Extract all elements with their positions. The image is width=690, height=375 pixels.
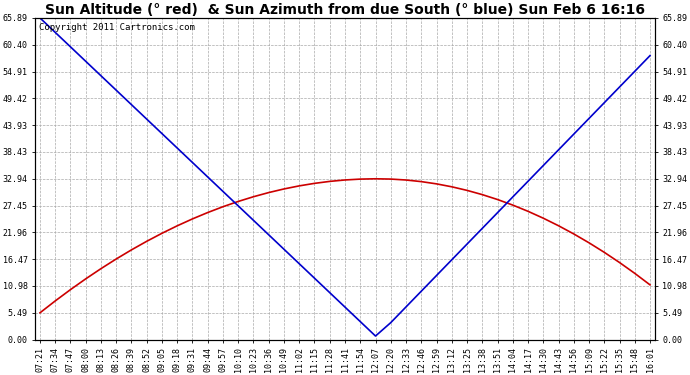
Title: Sun Altitude (° red)  & Sun Azimuth from due South (° blue) Sun Feb 6 16:16: Sun Altitude (° red) & Sun Azimuth from … [45,3,645,17]
Text: Copyright 2011 Cartronics.com: Copyright 2011 Cartronics.com [39,23,195,32]
